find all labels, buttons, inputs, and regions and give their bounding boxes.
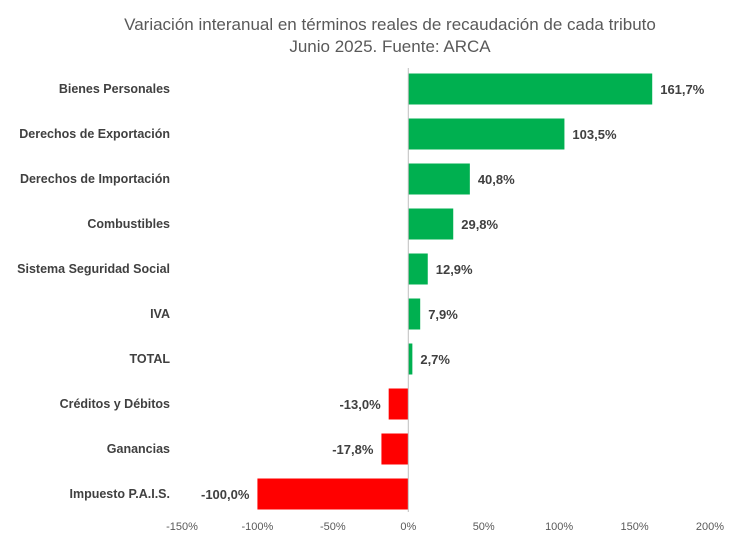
- category-label: Créditos y Débitos: [60, 397, 170, 411]
- chart-subtitle: Junio 2025. Fuente: ARCA: [289, 37, 491, 56]
- category-label: Bienes Personales: [59, 82, 170, 96]
- data-label: -17,8%: [332, 442, 374, 457]
- data-label: 103,5%: [572, 127, 617, 142]
- bar: [408, 208, 454, 240]
- data-label: 7,9%: [428, 307, 458, 322]
- bar: [408, 73, 653, 105]
- bar: [408, 253, 428, 285]
- x-tick-label: -100%: [242, 521, 274, 533]
- category-label: Ganancias: [107, 442, 170, 456]
- bar: [408, 118, 565, 150]
- data-label: 40,8%: [478, 172, 515, 187]
- data-label: 12,9%: [436, 262, 473, 277]
- category-label: Sistema Seguridad Social: [17, 262, 170, 276]
- data-label: -13,0%: [339, 397, 381, 412]
- category-label: TOTAL: [129, 352, 170, 366]
- bar: [388, 388, 409, 420]
- data-label: 2,7%: [420, 352, 450, 367]
- category-label: Impuesto P.A.I.S.: [70, 487, 171, 501]
- x-tick-label: 50%: [473, 521, 495, 533]
- x-tick-label: -50%: [320, 521, 346, 533]
- bar: [381, 433, 409, 465]
- category-label: IVA: [150, 307, 170, 321]
- bar: [408, 163, 470, 195]
- data-label: -100,0%: [201, 487, 250, 502]
- bar: [408, 343, 413, 375]
- x-tick-label: -150%: [166, 521, 198, 533]
- data-label: 161,7%: [660, 82, 705, 97]
- x-tick-label: 150%: [621, 521, 649, 533]
- bar: [408, 298, 421, 330]
- x-tick-label: 200%: [696, 521, 724, 533]
- category-label: Derechos de Exportación: [19, 127, 170, 141]
- bar: [257, 478, 409, 510]
- x-tick-label: 0%: [400, 521, 416, 533]
- category-label: Derechos de Importación: [20, 172, 170, 186]
- data-label: 29,8%: [461, 217, 498, 232]
- x-tick-label: 100%: [545, 521, 573, 533]
- chart-title: Variación interanual en términos reales …: [124, 15, 656, 34]
- category-label: Combustibles: [87, 217, 170, 231]
